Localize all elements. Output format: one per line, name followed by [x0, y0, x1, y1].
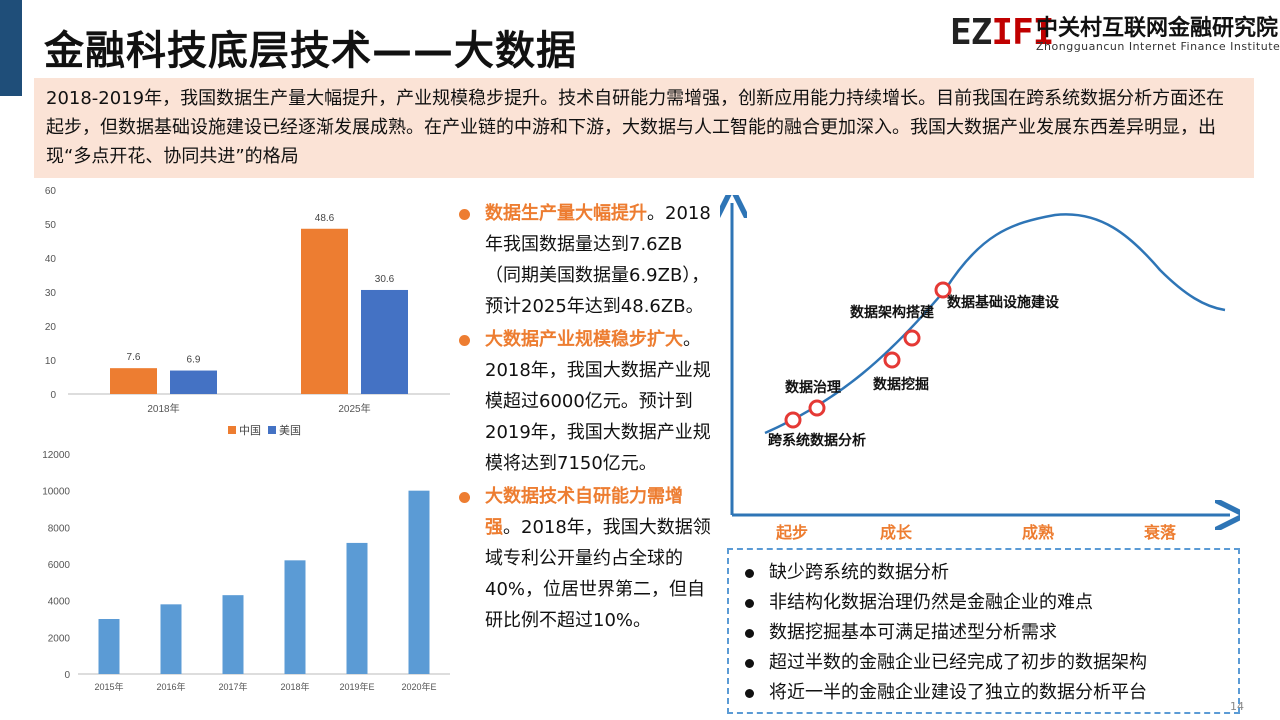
y-tick-label: 0 [50, 390, 56, 401]
page-title: 金融科技底层技术——大数据 [44, 28, 577, 74]
logo-name-cn: 中关村互联网金融研究院 [1036, 16, 1279, 41]
y-tick-label: 0 [64, 670, 70, 681]
key-points: 数据生产量大幅提升。2018年我国数据量达到7.6ZB（同期美国数据量6.9ZB… [455, 198, 715, 638]
bullet-dot-icon [459, 335, 470, 346]
point-label-data-infrastructure: 数据基础设施建设 [947, 294, 1060, 311]
legend-label: 美国 [279, 424, 301, 437]
key-point: 大数据产业规模稳步扩大。2018年，我国大数据产业规模超过6000亿元。预计到2… [455, 324, 715, 479]
point-label-data-governance: 数据治理 [785, 379, 841, 396]
bar [160, 604, 182, 674]
stage-markers [784, 281, 952, 429]
summary-box: 2018-2019年，我国数据生产量大幅提升，产业规模稳步提升。技术自研能力需增… [34, 78, 1254, 178]
stage-label-growth: 成长 [880, 523, 913, 542]
logo-mark: EZIFI [950, 12, 1054, 53]
y-tick-label: 40 [45, 254, 57, 265]
point-label-data-architecture: 数据架构搭建 [850, 304, 934, 321]
y-tick-label: 10 [45, 356, 57, 367]
bar [170, 370, 217, 394]
bar [110, 368, 157, 394]
x-tick-label: 2015年 [94, 681, 123, 692]
legend-swatch [268, 426, 276, 434]
y-tick-label: 2000 [48, 633, 71, 644]
page-number: 14 [1230, 700, 1244, 713]
legend-label: 中国 [239, 424, 261, 437]
curve-marker [883, 351, 901, 369]
x-tick-label: 2018年 [147, 402, 179, 415]
bullet-dot-icon [459, 492, 470, 503]
point-label-data-mining: 数据挖掘 [873, 376, 929, 393]
maturity-curve [764, 213, 1226, 435]
data-label: 6.9 [187, 355, 201, 366]
y-tick-label: 20 [45, 322, 57, 333]
institute-logo: EZIFI 中关村互联网金融研究院 Zhongguancun Internet … [950, 8, 1280, 58]
curve-marker [808, 399, 826, 417]
finding-item: 非结构化数据治理仍然是金融企业的难点 [741, 588, 1228, 618]
y-tick-label: 60 [45, 186, 57, 197]
bullet-icon [745, 629, 754, 638]
finding-item: 数据挖掘基本可满足描述型分析需求 [741, 618, 1228, 648]
y-tick-label: 50 [45, 220, 57, 231]
curve-marker [903, 329, 921, 347]
findings-box: 缺少跨系统的数据分析 非结构化数据治理仍然是金融企业的难点 数据挖掘基本可满足描… [727, 548, 1240, 714]
y-tick-label: 6000 [48, 560, 71, 571]
y-tick-label: 4000 [48, 597, 71, 608]
finding-item: 将近一半的金融企业建设了独立的数据分析平台 [741, 678, 1228, 708]
data-label: 30.6 [375, 274, 395, 285]
y-tick-label: 10000 [42, 487, 70, 498]
bullet-icon [745, 569, 754, 578]
bullet-icon [745, 659, 754, 668]
bar [361, 289, 408, 394]
bar [346, 542, 368, 674]
curve-marker [934, 281, 952, 299]
data-label: 48.6 [315, 213, 335, 224]
x-tick-label: 2019年E [339, 681, 374, 692]
bullet-icon [745, 599, 754, 608]
stage-label-mature: 成熟 [1022, 523, 1054, 542]
maturity-curve-diagram: 跨系统数据分析 数据治理 数据挖掘 数据架构搭建 数据基础设施建设 起步 成长 … [720, 195, 1240, 542]
legend-swatch [228, 426, 236, 434]
y-tick-label: 8000 [48, 523, 71, 534]
bar [222, 595, 244, 674]
key-point: 数据生产量大幅提升。2018年我国数据量达到7.6ZB（同期美国数据量6.9ZB… [455, 198, 715, 322]
curve-marker [784, 411, 802, 429]
bar [284, 560, 306, 674]
bar [301, 228, 348, 394]
finding-item: 超过半数的金融企业已经完成了初步的数据架构 [741, 648, 1228, 678]
data-label: 7.6 [127, 352, 141, 363]
key-point: 大数据技术自研能力需增强。2018年，我国大数据领域专利公开量约占全球的40%，… [455, 481, 715, 636]
y-tick-label: 12000 [42, 450, 70, 461]
bullet-dot-icon [459, 209, 470, 220]
y-tick-label: 30 [45, 288, 57, 299]
x-tick-label: 2016年 [156, 681, 185, 692]
x-tick-label: 2025年 [338, 402, 370, 415]
stage-label-decline: 衰落 [1143, 523, 1177, 542]
finding-item: 缺少跨系统的数据分析 [741, 558, 1228, 588]
bullet-icon [745, 689, 754, 698]
logo-name-en: Zhongguancun Internet Finance Institute [1036, 40, 1280, 53]
accent-bar [0, 0, 22, 96]
stage-label-startup: 起步 [775, 523, 808, 542]
x-tick-label: 2020年E [401, 681, 436, 692]
bar [98, 619, 120, 674]
bar [408, 490, 430, 674]
x-tick-label: 2018年 [280, 681, 309, 692]
x-tick-label: 2017年 [218, 681, 247, 692]
industry-scale-chart: 0 2000 4000 6000 8000 10000 12000 2015年 2016年 201… [42, 450, 450, 692]
point-label-cross-system-analysis: 跨系统数据分析 [768, 432, 866, 449]
